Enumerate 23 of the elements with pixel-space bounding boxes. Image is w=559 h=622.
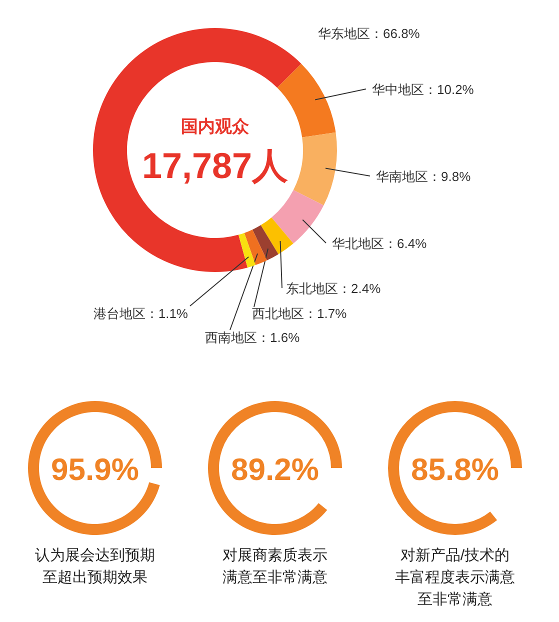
donut-slice	[244, 230, 267, 266]
slice-label: 东北地区：2.4%	[286, 281, 382, 296]
slice-label: 西南地区：1.6%	[205, 330, 300, 345]
donut-slice	[93, 28, 302, 272]
slice-label: 华南地区：9.8%	[376, 169, 472, 184]
data-label: 95.9%	[51, 452, 139, 487]
slice-label: 认为展会达到预期至超出预期效果	[35, 547, 155, 586]
text: 国内观众	[181, 117, 250, 136]
slice-label: 华东地区：66.8%	[318, 26, 420, 41]
donut-slice	[252, 225, 278, 260]
slice-label: 对展商素质表示满意至非常满意	[222, 547, 328, 586]
data-label: 89.2%	[231, 452, 319, 487]
slice-label: 华中地区：10.2%	[372, 82, 474, 97]
slice-label: 华北地区：6.4%	[332, 236, 428, 251]
slice-label: 对新产品/技术的丰富程度表示满意至非常满意	[395, 547, 515, 608]
slice-label: 港台地区：1.1%	[93, 306, 188, 321]
donut-slice	[277, 64, 336, 138]
donut-slice	[272, 190, 324, 244]
donut-slice	[260, 217, 294, 254]
data-label: 85.8%	[411, 452, 499, 487]
donut-slice	[293, 132, 337, 206]
donut-slice	[238, 232, 256, 268]
text: 17,787人	[142, 145, 288, 186]
